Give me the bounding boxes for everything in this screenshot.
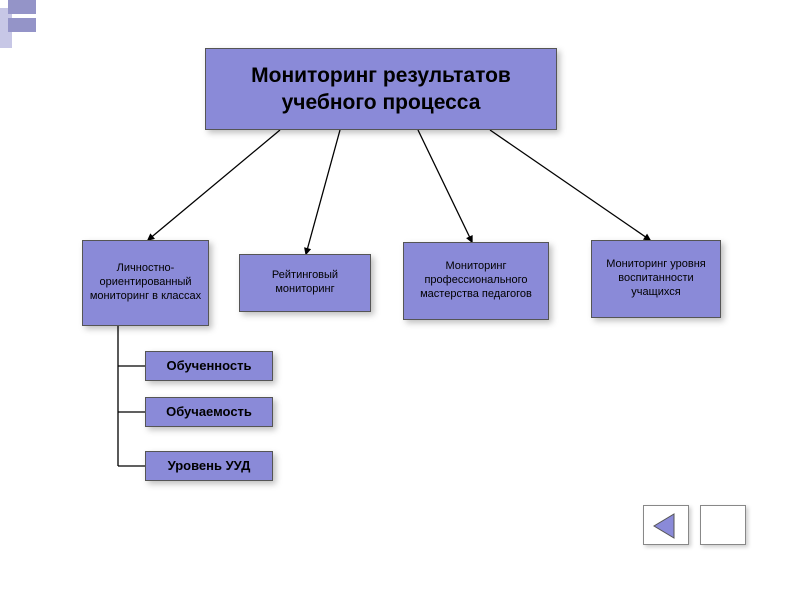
- sub-label: Обученность: [166, 358, 251, 374]
- leaf-professional-monitoring: Мониторинг профессионального мастерства …: [403, 242, 549, 320]
- leaf-label: Личностно-ориентированный мониторинг в к…: [89, 262, 202, 303]
- chevron-right-icon: [717, 514, 737, 538]
- main-title-text: Мониторинг результатов учебного процесса: [220, 62, 542, 117]
- sub-uud-level: Уровень УУД: [145, 451, 273, 481]
- next-button[interactable]: [700, 505, 746, 545]
- leaf-upbringing-monitoring: Мониторинг уровня воспитанности учащихся: [591, 240, 721, 318]
- sub-obuchennost: Обученность: [145, 351, 273, 381]
- leaf-label: Мониторинг уровня воспитанности учащихся: [598, 258, 714, 299]
- leaf-personal-monitoring: Личностно-ориентированный мониторинг в к…: [82, 240, 209, 326]
- corner-accent: [0, 0, 50, 60]
- chevron-left-icon: [654, 514, 674, 538]
- sub-label: Уровень УУД: [168, 458, 251, 474]
- leaf-rating-monitoring: Рейтинговый мониторинг: [239, 254, 371, 312]
- sub-obuchaemost: Обучаемость: [145, 397, 273, 427]
- leaf-label: Мониторинг профессионального мастерства …: [410, 260, 542, 301]
- leaf-label: Рейтинговый мониторинг: [246, 269, 364, 297]
- sub-label: Обучаемость: [166, 404, 252, 420]
- main-title-box: Мониторинг результатов учебного процесса: [205, 48, 557, 130]
- prev-button[interactable]: [643, 505, 689, 545]
